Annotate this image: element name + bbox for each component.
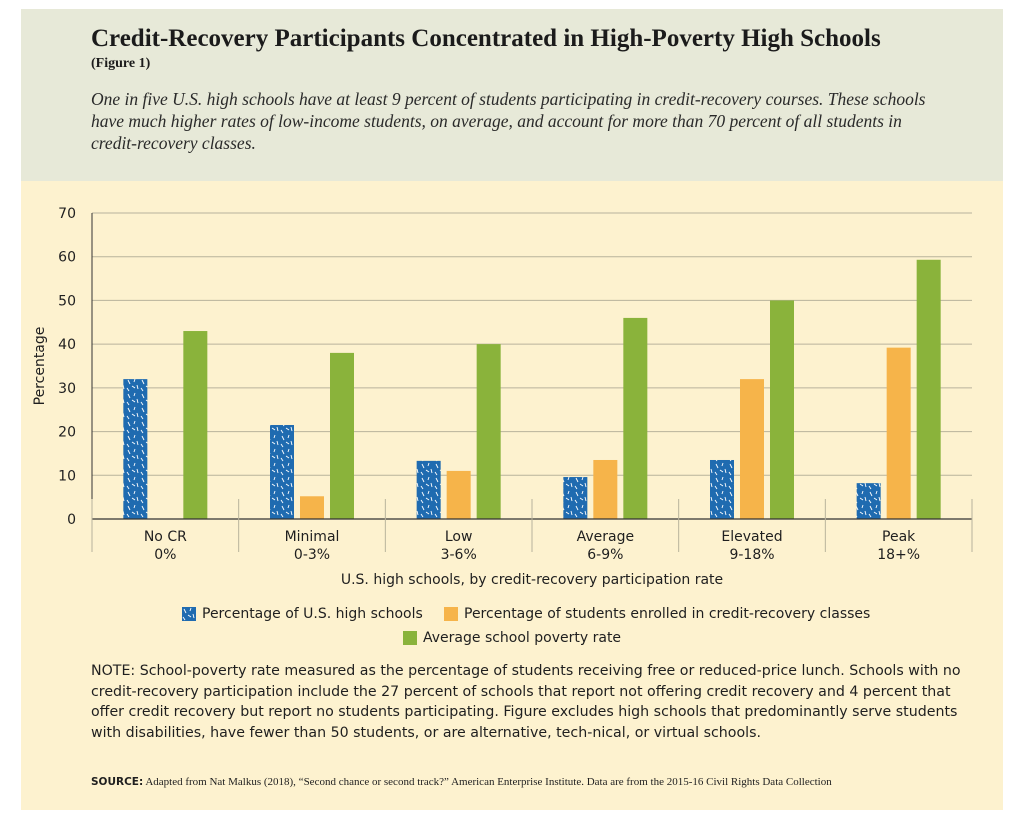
figure-source: SOURCE: Adapted from Nat Malkus (2018), … <box>91 776 991 788</box>
bar-students <box>886 347 911 519</box>
bar-schools <box>710 459 734 519</box>
figure-title: Credit-Recovery Participants Concentrate… <box>91 25 881 52</box>
bar-poverty <box>476 344 501 519</box>
bar-students <box>446 470 471 519</box>
figure-header: Credit-Recovery Participants Concentrate… <box>21 9 1003 181</box>
x-tick-label-range: 18+% <box>877 547 920 563</box>
bar-poverty <box>330 352 354 519</box>
legend-label-poverty: Average school poverty rate <box>423 630 622 646</box>
y-tick-label: 10 <box>58 468 76 484</box>
x-tick-label-range: 3-6% <box>441 547 477 563</box>
legend-label-schools: Percentage of U.S. high schools <box>202 606 423 622</box>
bar-poverty <box>183 331 208 519</box>
bar-poverty <box>916 259 941 519</box>
x-tick-label-name: Minimal <box>285 529 340 545</box>
bar-schools <box>563 477 588 519</box>
bar-students <box>300 496 324 519</box>
x-tick-label-name: Average <box>577 529 635 545</box>
x-axis <box>91 499 973 552</box>
figure-number: (Figure 1) <box>91 56 151 71</box>
y-axis-ticks: 0 10 20 30 40 50 60 70 <box>58 206 76 528</box>
y-tick-label: 40 <box>58 337 76 353</box>
legend-swatch-orange <box>444 607 458 621</box>
x-tick-label-range: 9-18% <box>729 547 774 563</box>
x-tick-label-range: 0% <box>154 547 176 563</box>
y-tick-label: 20 <box>58 425 76 441</box>
bar-students <box>593 459 618 519</box>
bars <box>123 259 941 519</box>
legend-item-students: Percentage of students enrolled in credi… <box>444 606 870 622</box>
bar-students <box>740 379 764 519</box>
source-label: SOURCE: <box>91 776 144 788</box>
x-tick-label-name: Low <box>445 529 473 545</box>
figure-note: NOTE: School-poverty rate measured as th… <box>91 663 961 741</box>
legend-item-schools: Percentage of U.S. high schools <box>182 606 423 622</box>
y-tick-label: 60 <box>58 250 76 266</box>
x-tick-label-name: No CR <box>144 529 187 545</box>
x-tick-label-name: Peak <box>882 529 916 545</box>
legend-item-poverty: Average school poverty rate <box>403 630 621 646</box>
y-tick-label: 70 <box>58 206 76 222</box>
bar-poverty <box>770 300 794 519</box>
x-tick-label-range: 0-3% <box>294 547 330 563</box>
x-tick-labels: No CR 0% Minimal 0-3% Low 3-6% Average 6-9% Elev… <box>144 529 920 563</box>
y-tick-label: 0 <box>67 512 76 528</box>
y-tick-label: 50 <box>58 293 76 309</box>
bar-schools <box>270 425 294 519</box>
legend-swatch-blue <box>182 607 196 621</box>
y-axis-title: Percentage <box>32 327 48 406</box>
legend-swatch-green <box>403 631 417 645</box>
source-text: Adapted from Nat Malkus (2018), “Second … <box>143 776 832 788</box>
bar-schools <box>856 483 881 519</box>
figure-subtitle: One in five U.S. high schools have at le… <box>91 89 926 153</box>
bar-schools <box>123 379 148 519</box>
bar-poverty <box>623 317 648 519</box>
x-tick-label-range: 6-9% <box>587 547 623 563</box>
figure-panel: Credit-Recovery Participants Concentrate… <box>21 9 1003 810</box>
y-tick-label: 30 <box>58 381 76 397</box>
bar-schools <box>416 460 441 519</box>
gridlines <box>91 212 972 552</box>
x-axis-title: U.S. high schools, by credit-recovery pa… <box>341 572 723 588</box>
x-tick-label-name: Elevated <box>721 529 782 545</box>
legend-label-students: Percentage of students enrolled in credi… <box>464 606 871 622</box>
